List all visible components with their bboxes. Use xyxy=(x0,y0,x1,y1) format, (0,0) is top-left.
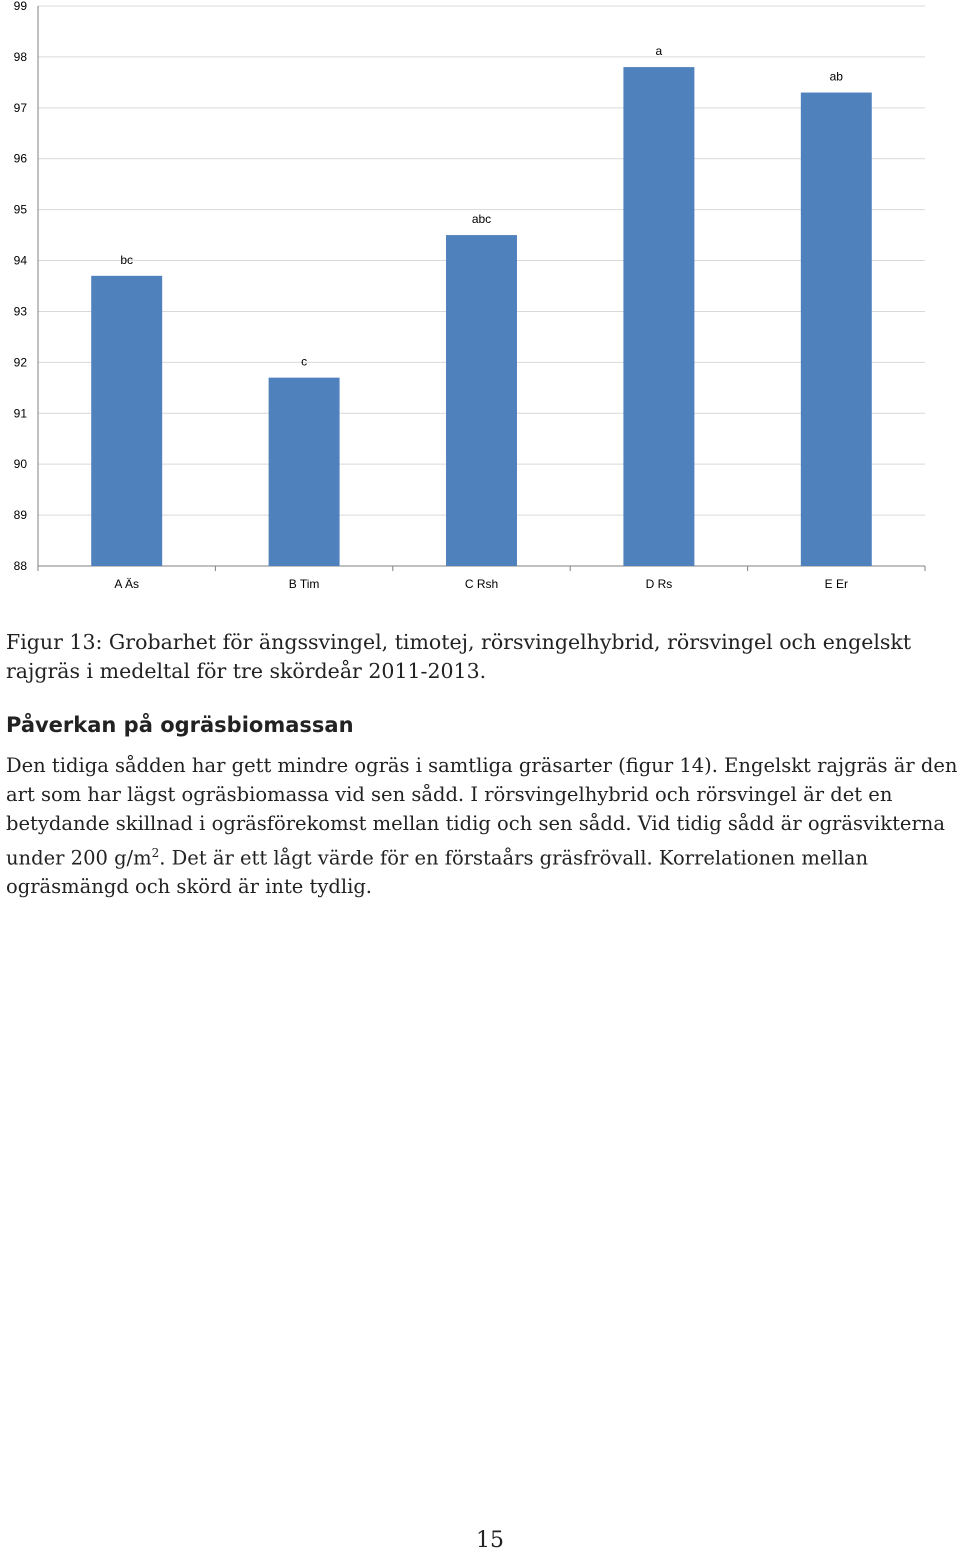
y-tick-label: 97 xyxy=(14,101,28,115)
figure-caption: Figur 13: Grobarhet för ängssvingel, tim… xyxy=(6,630,912,683)
bar-chart: 88 89 90 91 92 93 94 95 96 97 98 99 bc A Äs c B Tim abc C… xyxy=(14,0,926,591)
data-label: ab xyxy=(830,70,844,84)
x-tick-label: C Rsh xyxy=(465,577,498,591)
bar xyxy=(623,67,695,566)
bar xyxy=(446,235,517,566)
body-paragraph: Den tidiga sådden har gett mindre ogräs … xyxy=(6,751,958,902)
bar xyxy=(800,92,872,566)
y-tick-label: 93 xyxy=(14,304,28,318)
data-label: bc xyxy=(120,253,133,267)
x-tick-label: B Tim xyxy=(289,577,320,591)
data-label: abc xyxy=(472,212,491,226)
body-text-main: Den tidiga sådden har gett mindre ogräs … xyxy=(6,754,958,870)
body-superscript: 2 xyxy=(151,845,160,860)
y-tick-label: 89 xyxy=(14,508,28,522)
data-label: a xyxy=(656,44,663,58)
y-tick-label: 96 xyxy=(14,152,28,166)
y-tick-label: 88 xyxy=(14,559,28,573)
y-tick-label: 92 xyxy=(14,355,28,369)
y-tick-label: 94 xyxy=(14,254,28,268)
y-tick-label: 91 xyxy=(14,406,28,420)
bar xyxy=(268,377,340,566)
bar xyxy=(91,275,163,566)
body-text-tail: . Det är ett lågt värde för en förstaårs… xyxy=(6,846,869,899)
section-heading: Påverkan på ogräsbiomassan xyxy=(6,713,354,737)
page-number: 15 xyxy=(476,1528,504,1553)
y-tick-label: 95 xyxy=(14,203,28,217)
x-tick-label: A Äs xyxy=(114,577,139,591)
y-tick-label: 90 xyxy=(14,457,28,471)
y-tick-label: 98 xyxy=(14,50,28,64)
y-tick-label: 99 xyxy=(14,0,28,13)
x-tick-label: D Rs xyxy=(646,577,673,591)
x-tick-label: E Er xyxy=(825,577,848,591)
data-label: c xyxy=(301,355,307,369)
